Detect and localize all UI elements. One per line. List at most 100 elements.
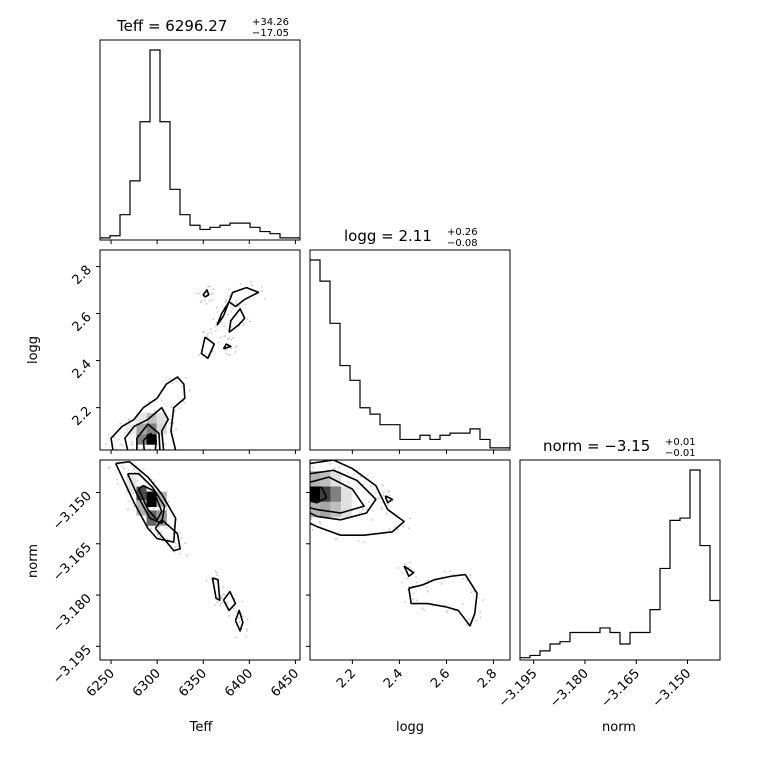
scatter-point — [107, 433, 110, 436]
scatter-point — [397, 567, 399, 569]
density-cell — [126, 477, 137, 494]
scatter-point — [178, 407, 181, 410]
scatter-point — [178, 453, 180, 455]
scatter-point — [260, 285, 263, 288]
scatter-point — [406, 577, 409, 580]
scatter-point — [227, 615, 230, 618]
scatter-point — [234, 598, 236, 600]
y-tick-label-norm: −3.150 — [50, 489, 95, 534]
scatter-point — [198, 353, 201, 356]
scatter-point — [347, 481, 349, 484]
scatter-point — [264, 298, 266, 300]
scatter-point — [336, 537, 338, 540]
density-cell — [146, 412, 157, 424]
scatter-point — [141, 447, 144, 450]
scatter-point — [185, 377, 188, 380]
density-cell — [341, 486, 352, 502]
scatter-point — [224, 301, 227, 304]
density-cell — [146, 434, 157, 445]
scatter-point — [121, 444, 124, 447]
density-cell — [320, 501, 331, 518]
scatter-point — [182, 400, 185, 403]
scatter-point — [359, 476, 362, 478]
scatter-point — [234, 292, 236, 295]
scatter-point — [402, 525, 405, 528]
scatter-point — [216, 311, 219, 313]
x-tick-label-norm: −3.165 — [598, 666, 643, 711]
panel-logg_norm — [304, 460, 484, 627]
scatter-point — [157, 509, 160, 511]
contour-line — [222, 590, 237, 612]
title-norm-plus: +0.01 — [665, 437, 696, 448]
scatter-point — [208, 285, 211, 288]
chart-marks: 6250 6300 6350 6400 6450 2.2 2.4 2.6 2.8−3.195 −3… — [50, 39, 721, 711]
scatter-point — [199, 301, 202, 304]
scatter-point — [386, 491, 389, 494]
scatter-point — [396, 528, 399, 531]
scatter-point — [158, 525, 160, 528]
contour-line — [310, 486, 328, 504]
y-tick-label-norm: −3.195 — [50, 643, 95, 688]
scatter-point — [394, 526, 396, 528]
scatter-point — [210, 332, 213, 334]
scatter-point — [231, 307, 234, 310]
scatter-point — [188, 389, 191, 392]
scatter-point — [219, 336, 222, 339]
scatter-point — [170, 406, 173, 409]
scatter-point — [113, 436, 116, 439]
scatter-point — [130, 441, 133, 444]
scatter-point — [206, 335, 209, 337]
scatter-point — [225, 349, 228, 352]
scatter-point — [446, 611, 448, 614]
scatter-point — [154, 454, 156, 456]
contour-line — [154, 519, 181, 552]
scatter-point — [217, 341, 220, 344]
title-logg-plus: +0.26 — [447, 227, 478, 238]
density-cell — [310, 486, 320, 502]
y-tick-label-logg: 2.6 — [70, 310, 95, 335]
density-cell — [156, 412, 167, 424]
scatter-point — [195, 292, 198, 295]
scatter-point — [245, 636, 248, 638]
scatter-point — [304, 465, 306, 467]
scatter-point — [126, 476, 129, 479]
scatter-point — [234, 346, 237, 349]
scatter-point — [175, 428, 177, 431]
scatter-point — [222, 585, 225, 588]
scatter-point — [126, 508, 129, 511]
scatter-point — [123, 431, 126, 434]
scatter-point — [467, 624, 469, 627]
scatter-point — [179, 552, 182, 555]
scatter-point — [245, 630, 248, 633]
scatter-point — [238, 617, 241, 620]
scatter-point — [423, 609, 425, 611]
scatter-point — [244, 303, 247, 306]
scatter-point — [223, 335, 226, 338]
panel-frame — [309, 249, 511, 451]
contour-line — [234, 609, 244, 632]
panel-frame — [99, 459, 301, 661]
scatter-point — [214, 570, 217, 573]
density-cell — [136, 423, 147, 435]
scatter-point — [357, 540, 360, 542]
scatter-point — [246, 628, 248, 631]
title-teff-plus: +34.26 — [252, 17, 289, 28]
x-tick-label-teff: 6400 — [222, 666, 256, 700]
scatter-point — [160, 531, 162, 534]
scatter-point — [200, 300, 203, 302]
density-cell — [136, 412, 147, 424]
scatter-point — [214, 330, 217, 332]
scatter-point — [385, 512, 388, 515]
scatter-point — [116, 478, 119, 481]
scatter-point — [425, 586, 428, 588]
scatter-point — [353, 473, 356, 476]
scatter-point — [203, 299, 206, 302]
density-cell — [330, 486, 342, 502]
scatter-point — [440, 582, 443, 585]
scatter-point — [212, 292, 215, 295]
contour-line — [228, 308, 246, 333]
scatter-point — [179, 531, 182, 534]
scatter-point — [234, 636, 237, 639]
scatter-point — [465, 623, 468, 626]
title-logg-minus: −0.08 — [447, 238, 478, 249]
